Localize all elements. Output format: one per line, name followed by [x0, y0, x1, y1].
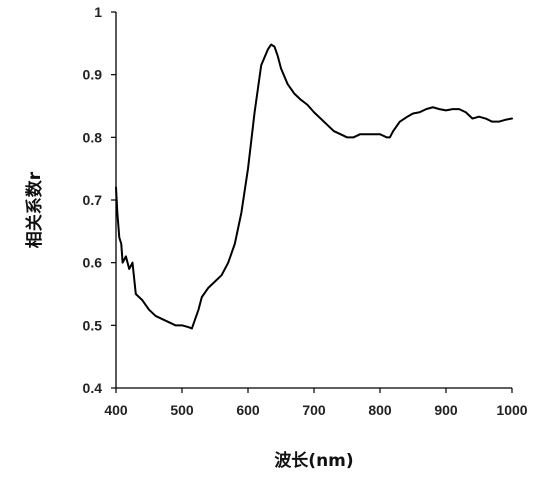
- y-tick-label: 0.9: [83, 67, 103, 83]
- series-line: [115, 43, 513, 330]
- x-tick-label: 400: [104, 402, 128, 418]
- x-tick-label: 700: [302, 402, 326, 418]
- axes-layer: [115, 12, 512, 389]
- x-tick-label: 900: [434, 402, 458, 418]
- x-tick-label: 500: [170, 402, 194, 418]
- x-tick-label: 800: [368, 402, 392, 418]
- x-axis-title: 波长(nm): [274, 450, 353, 471]
- y-axis-title: 相关系数r: [24, 171, 45, 248]
- y-tick-label: 1: [94, 4, 102, 20]
- ticks-layer: 400 500 600 700 800 900 1000 0.4 0.5 0.6 0.7 0.8 0.9…: [83, 4, 528, 418]
- x-tick-label: 1000: [496, 402, 527, 418]
- series-layer: [115, 43, 513, 330]
- y-tick-label: 0.7: [83, 192, 103, 208]
- y-tick-label: 0.4: [83, 380, 103, 396]
- y-tick-label: 0.8: [83, 129, 103, 145]
- y-tick-label: 0.6: [83, 255, 103, 271]
- y-tick-label: 0.5: [83, 317, 103, 333]
- x-tick-label: 600: [236, 402, 260, 418]
